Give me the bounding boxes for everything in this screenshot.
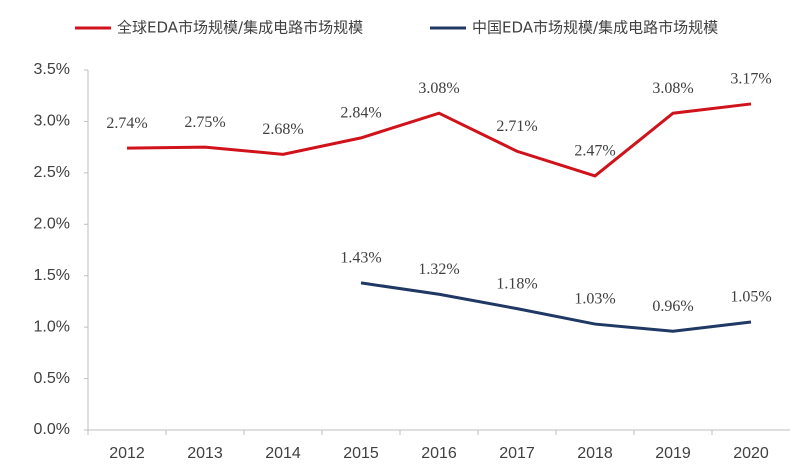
x-tick-label: 2015 xyxy=(343,445,379,462)
y-tick-label: 2.0% xyxy=(34,216,70,233)
series-line xyxy=(360,281,752,333)
data-label: 2.47% xyxy=(574,143,615,160)
x-tick-label: 2013 xyxy=(187,445,223,462)
data-label: 3.17% xyxy=(730,71,771,88)
data-label: 2.68% xyxy=(262,121,303,138)
y-tick-label: 1.0% xyxy=(34,318,70,335)
x-tick-label: 2019 xyxy=(655,445,691,462)
y-tick-label: 3.0% xyxy=(34,113,70,130)
data-label: 2.84% xyxy=(340,105,381,122)
x-tick-label: 2012 xyxy=(109,445,145,462)
data-label: 3.08% xyxy=(418,80,459,97)
x-tick-label: 2020 xyxy=(733,445,769,462)
y-tick-label: 2.5% xyxy=(34,164,70,181)
y-tick-label: 0.5% xyxy=(34,370,70,387)
data-label: 3.08% xyxy=(652,80,693,97)
x-tick-label: 2016 xyxy=(421,445,457,462)
data-label: 0.96% xyxy=(652,298,693,315)
data-label: 1.43% xyxy=(340,250,381,267)
y-tick-label: 3.5% xyxy=(34,61,70,78)
data-label: 1.32% xyxy=(418,261,459,278)
data-label: 2.75% xyxy=(184,114,225,131)
data-label: 1.03% xyxy=(574,291,615,308)
data-label: 1.18% xyxy=(496,275,537,292)
series-line xyxy=(126,102,752,178)
x-tick-label: 2018 xyxy=(577,445,613,462)
data-label: 2.74% xyxy=(106,115,147,132)
legend-label: 全球EDA市场规模/集成电路市场规模 xyxy=(117,19,363,37)
y-tick-label: 0.0% xyxy=(34,421,70,438)
legend-label: 中国EDA市场规模/集成电路市场规模 xyxy=(472,19,718,37)
data-label: 1.05% xyxy=(730,289,771,306)
x-tick-label: 2014 xyxy=(265,445,301,462)
data-label: 2.71% xyxy=(496,118,537,135)
x-tick-label: 2017 xyxy=(499,445,535,462)
y-tick-label: 1.5% xyxy=(34,267,70,284)
